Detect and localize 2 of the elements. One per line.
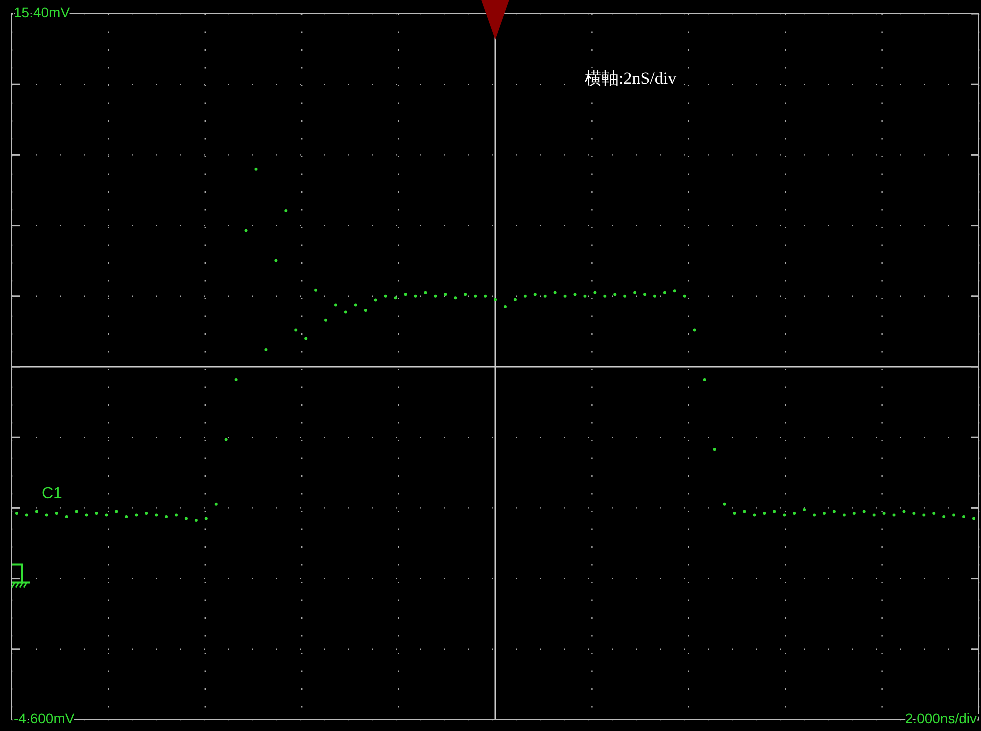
annotation: C1 — [42, 485, 63, 502]
annotation: 横軸:2nS/div — [585, 68, 678, 88]
